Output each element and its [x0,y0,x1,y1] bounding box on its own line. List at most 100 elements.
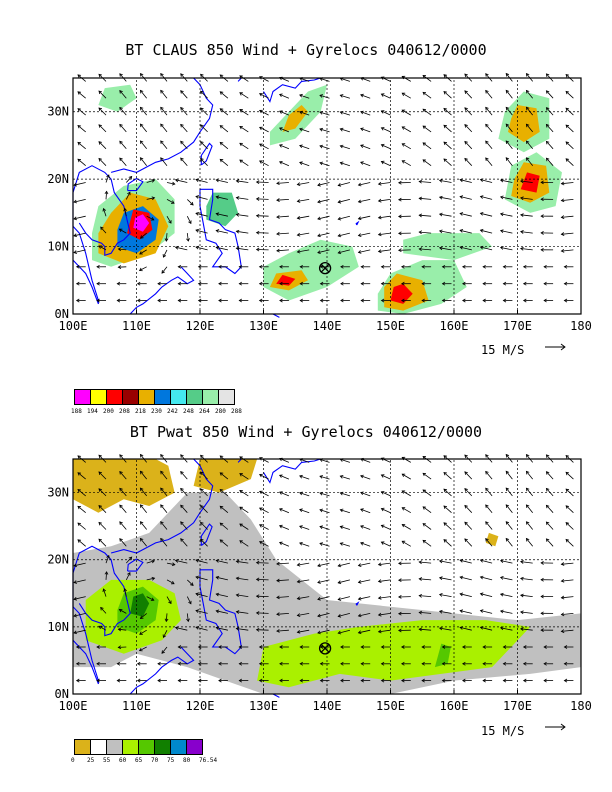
top-wind-arrowhead [139,73,144,77]
top-wind-arrowhead [96,264,100,269]
bottom-wind-arrowhead [464,454,468,459]
top-wind-arrow [239,75,249,82]
bottom-wind-arrowhead [360,491,364,496]
bottom-wind-arrow [460,593,472,597]
bottom-wind-arrowhead [563,678,568,683]
top-wind-arrow [299,111,310,116]
top-wind-arrow [381,144,391,150]
top-wind-arrowhead [418,247,423,252]
top-wind-arrowhead [117,247,122,252]
bottom-wind-arrow [259,474,269,480]
bottom-wind-arrow [480,576,493,581]
bottom-coastline [110,458,214,554]
top-wind-arrowhead [160,140,164,145]
top-wind-arrowhead [174,245,179,250]
bottom-wind-arrowhead [180,538,184,542]
bottom-wind-arrowhead [380,507,385,512]
bottom-wind-arrow [160,521,168,530]
top-wind-arrow [200,107,208,116]
top-wind-arrow [561,215,574,218]
bottom-wind-arrow [219,522,229,530]
top-wind-arrow [340,145,351,150]
top-wind-arrowhead [116,281,121,286]
top-wind-arrow [297,182,310,185]
bottom-wind-arrowhead [525,504,530,508]
bottom-wind-arrowhead [255,560,260,565]
top-wind-arrow [360,161,371,167]
bottom-colorbar-tick-label: 60 [119,757,127,764]
bottom-wind-arrowhead [545,521,550,526]
top-wind-arrowhead [317,250,321,254]
top-wind-arrowhead [400,264,405,269]
bottom-wind-arrowhead [485,454,489,458]
top-wind-arrow [401,126,412,133]
bottom-wind-arrowhead [119,504,123,509]
bottom-wind-arrowhead [258,661,263,666]
top-wind-arrowhead [360,93,364,98]
top-wind-arrowhead [319,281,324,286]
bottom-wind-arrow [219,539,229,547]
top-wind-arrowhead [464,107,468,111]
bottom-wind-arrowhead [459,626,464,630]
top-wind-arrowhead [520,179,524,184]
bottom-wind-arrowhead [98,505,102,509]
bottom-wind-arrow [546,521,554,530]
bottom-wind-arrowhead [441,645,446,649]
bottom-wind-arrow [546,505,554,513]
bottom-wind-arrowhead [219,539,224,543]
top-wind-arrowhead [337,199,342,204]
bottom-wind-arrow [505,521,513,530]
top-wind-arrow [485,124,493,133]
top-wind-arrowhead [299,298,304,303]
bottom-wind-arrow [505,471,513,480]
bottom-wind-arrowhead [164,618,169,623]
bottom-wind-arrowhead [401,507,406,511]
bottom-wind-arrow [256,629,269,631]
bottom-wind-arrow [378,596,391,599]
top-wind-arrowhead [219,74,224,78]
top-wind-arrowhead [479,228,484,233]
top-wind-arrowhead [195,195,200,199]
bottom-wind-arrowhead [502,645,507,649]
top-wind-arrow [319,111,330,116]
top-wind-arrow [358,249,371,253]
top-wind-arrow [526,157,534,166]
bottom-colorbar-swatch [106,739,123,755]
top-colorbar-tick-label: 264 [199,408,210,415]
bottom-wind-arrowhead [525,454,530,458]
bottom-wind-arrow [546,471,554,480]
top-wind-arrowhead [485,123,489,128]
bottom-wind-arrow [73,596,86,600]
bottom-wind-arrowhead [479,609,484,613]
top-wind-arrow [500,247,513,251]
bottom-wind-arrowhead [380,457,385,461]
bottom-wind-arrow [422,523,432,530]
top-wind-arrow [338,199,350,203]
bottom-wind-arrowhead [459,609,464,613]
bottom-wind-arrowhead [127,572,131,576]
bottom-wind-arrow [140,504,148,513]
top-wind-arrowhead [200,107,204,111]
top-wind-arrow [200,141,208,150]
top-wind-arrow [77,142,86,150]
bottom-wind-arrowhead [200,454,204,459]
top-wind-arrowhead [104,190,109,195]
bottom-wind-arrowhead [319,508,323,513]
top-coastline [110,77,214,173]
top-wind-arrowhead [160,123,164,128]
bottom-wind-arrowhead [377,579,382,583]
top-wind-arrow [259,126,269,133]
top-wind-arrowhead [77,74,82,78]
top-wind-arrow [100,226,107,234]
bottom-wind-arrowhead [398,611,402,616]
bottom-wind-arrowhead [279,661,283,666]
top-wind-arrowhead [357,199,362,204]
bottom-wind-arrow [77,522,86,530]
bottom-wind-arrowhead [398,594,402,599]
bottom-wind-arrowhead [522,661,527,666]
bottom-x-tick-label: 120E [186,699,215,713]
bottom-wind-arrowhead [340,661,344,666]
bottom-wind-arrowhead [560,612,565,617]
bottom-wind-arrowhead [319,661,324,666]
top-colorbar-ticks: 188 194 200 208 218 230 242 248 264 280 288 [71,408,264,418]
